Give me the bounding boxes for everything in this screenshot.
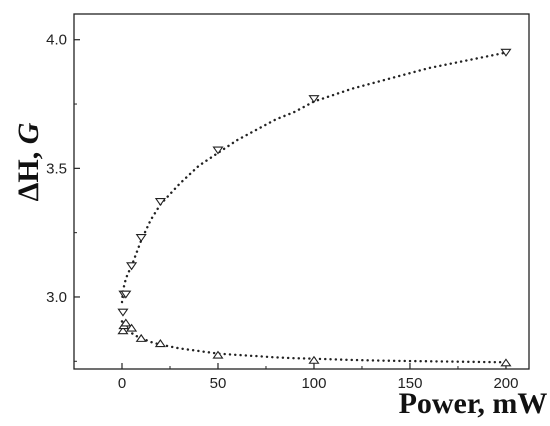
data-point-series-1 [117, 308, 129, 317]
data-marks [117, 48, 512, 367]
data-point-series-1 [500, 48, 512, 57]
data-point-series-1 [154, 197, 166, 207]
data-point-series-2 [135, 333, 147, 342]
x-tick-label: 150 [397, 375, 422, 392]
x-axis-title: Power, mW [399, 387, 548, 420]
x-tick-label: 0 [118, 375, 126, 392]
data-point-series-1 [120, 290, 132, 299]
y-axis-title: ΔH, G [12, 122, 45, 201]
x-tick-label: 200 [493, 375, 518, 392]
fit-curve-2 [120, 320, 508, 364]
fit-curve-1 [120, 51, 508, 304]
data-point-series-2 [308, 355, 320, 364]
data-point-series-2 [117, 326, 129, 335]
data-point-series-1 [126, 262, 138, 271]
data-point-series-2 [500, 358, 512, 367]
data-point-series-1 [308, 95, 320, 104]
data-point-series-2 [120, 318, 132, 327]
y-axis-title-unit: G [12, 122, 45, 144]
y-tick-label: 4.0 [46, 32, 67, 49]
data-point-series-2 [126, 323, 138, 332]
x-tick-label: 100 [301, 375, 326, 392]
plot-area [73, 13, 530, 370]
y-tick-label: 3.5 [46, 160, 67, 177]
data-point-series-2 [154, 339, 166, 348]
plot-frame [73, 13, 530, 370]
y-tick-label: 3.0 [46, 289, 67, 306]
data-point-series-1 [135, 234, 147, 243]
y-axis-title-main: ΔH, [12, 144, 45, 201]
data-point-series-1 [212, 146, 224, 155]
axis-ticks: 0 50 100 150 200 3.0 3.5 4.0 [46, 32, 518, 392]
data-point-series-2 [212, 350, 224, 359]
x-tick-label: 50 [210, 375, 227, 392]
